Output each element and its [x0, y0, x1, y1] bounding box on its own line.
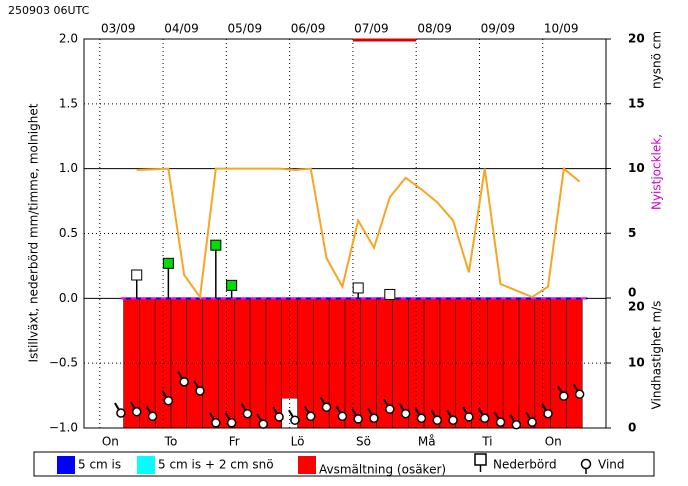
- wind-marker: [479, 413, 490, 423]
- wind-marker: [195, 386, 205, 396]
- wind-marker: [416, 413, 427, 423]
- y2-tick-label: 15: [628, 96, 645, 110]
- wind-marker: [211, 418, 221, 428]
- wind-marker: [242, 408, 253, 419]
- wind-marker: [495, 417, 506, 427]
- y2-tick-label: 20: [628, 32, 645, 46]
- precip-marker: [210, 239, 222, 251]
- precip-marker: [162, 257, 174, 269]
- legend-label: 5 cm is: [78, 458, 121, 472]
- day-label: On: [102, 435, 119, 449]
- wind-marker: [448, 415, 458, 425]
- day-label: On: [545, 435, 562, 449]
- y-tick-label: 1.0: [59, 161, 78, 175]
- wind-marker: [511, 420, 522, 430]
- date-label: 05/09: [228, 22, 263, 36]
- wind-marker: [369, 413, 379, 423]
- date-label: 08/09: [417, 22, 452, 36]
- day-label: To: [164, 435, 178, 449]
- y3-tick-label: 20: [628, 300, 645, 314]
- legend-label: Avsmältning (osäker): [319, 463, 446, 477]
- wind-marker: [258, 419, 269, 429]
- day-label: Sö: [356, 435, 371, 449]
- wind-marker: [131, 407, 142, 417]
- day-label: Ti: [481, 435, 492, 449]
- legend-swatch: [298, 456, 316, 474]
- legend-swatch: [580, 458, 592, 470]
- wind-marker: [321, 402, 332, 412]
- precip-marker: [384, 288, 396, 300]
- wind-marker: [226, 418, 237, 428]
- y2-axis-label: Nyistjocklek,: [650, 134, 664, 210]
- wind-marker: [559, 391, 569, 401]
- wind-marker: [353, 414, 363, 424]
- y2-tick-label: 0: [628, 286, 636, 300]
- wind-marker: [400, 408, 411, 419]
- y2-axis-label: nysnö cm: [650, 31, 664, 89]
- y-tick-label: 0.0: [59, 291, 78, 305]
- date-label: 10/09: [544, 22, 579, 36]
- wind-marker: [163, 395, 174, 406]
- header: 250903 06UTC: [8, 4, 90, 17]
- legend-label: Vind: [598, 458, 625, 472]
- y-tick-label: −0.5: [49, 356, 78, 370]
- date-label: 09/09: [481, 22, 516, 36]
- cloud-line: [136, 166, 581, 300]
- date-label: 07/09: [354, 22, 389, 36]
- legend-box: [33, 451, 655, 477]
- wind-marker: [527, 417, 537, 427]
- wind-marker: [179, 377, 189, 387]
- precip-marker: [131, 269, 143, 281]
- wind-marker: [385, 404, 395, 414]
- y-axis-label: Istillväxt, nederbörd mm/timme, molnighe…: [27, 103, 41, 362]
- wind-marker: [116, 408, 126, 418]
- wind-marker: [464, 412, 474, 422]
- plot-frame: [83, 38, 607, 429]
- precip-marker: [352, 282, 364, 294]
- y-tick-label: −1.0: [49, 421, 78, 435]
- precip-marker: [226, 279, 238, 291]
- y3-axis-label: Vindhastighet m/s: [650, 301, 664, 410]
- wind-marker: [543, 408, 553, 419]
- y2-tick-label: 5: [628, 226, 636, 240]
- y3-tick-label: 0: [628, 421, 636, 435]
- legend-swatch: [57, 456, 75, 474]
- legend-swatch: [474, 453, 487, 466]
- y-tick-label: 0.5: [59, 226, 78, 240]
- wind-marker: [337, 411, 348, 422]
- melt-bar: [439, 298, 456, 429]
- wind-marker: [147, 411, 158, 422]
- day-label: Må: [418, 435, 436, 449]
- y-tick-label: 2.0: [59, 32, 78, 46]
- wind-marker: [274, 412, 284, 422]
- y-tick-label: 1.5: [59, 96, 78, 110]
- date-label: 04/09: [164, 22, 199, 36]
- date-label: 03/09: [101, 22, 136, 36]
- y2-tick-label: 10: [628, 161, 645, 175]
- wind-marker: [305, 411, 316, 422]
- legend-label: Nederbörd: [493, 458, 557, 472]
- wind-marker: [290, 415, 300, 425]
- legend-swatch: [137, 456, 155, 474]
- wind-marker: [574, 389, 585, 399]
- date-label: 06/09: [291, 22, 326, 36]
- y3-tick-label: 10: [628, 356, 645, 370]
- day-label: Lö: [291, 435, 305, 449]
- wind-marker: [432, 415, 443, 425]
- legend-label: 5 cm is + 2 cm snö: [158, 458, 274, 472]
- day-label: Fr: [229, 435, 240, 449]
